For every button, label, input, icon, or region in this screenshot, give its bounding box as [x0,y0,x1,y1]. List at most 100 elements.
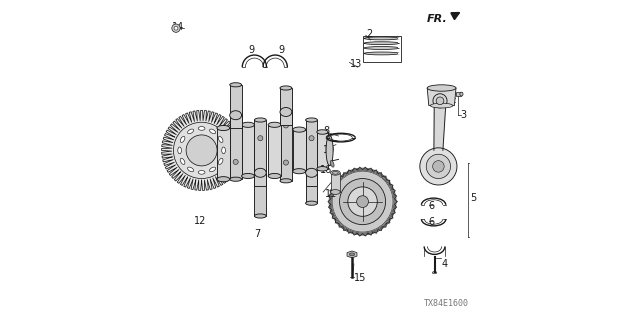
Ellipse shape [317,166,328,171]
Polygon shape [280,112,292,125]
Ellipse shape [364,47,399,50]
Ellipse shape [433,271,437,274]
Polygon shape [230,85,242,179]
Ellipse shape [306,201,317,205]
Polygon shape [347,251,357,258]
Ellipse shape [306,118,317,122]
Ellipse shape [364,42,399,45]
Text: 6: 6 [429,217,435,228]
Ellipse shape [209,129,216,134]
Polygon shape [242,125,254,176]
Ellipse shape [364,52,399,55]
Ellipse shape [292,169,306,174]
Ellipse shape [268,173,281,179]
Circle shape [420,148,457,185]
Circle shape [309,169,314,174]
Text: 3: 3 [461,110,467,120]
Ellipse shape [349,253,355,256]
Polygon shape [306,120,317,203]
Polygon shape [456,92,461,96]
Ellipse shape [331,171,340,175]
Ellipse shape [188,167,194,172]
Text: 12: 12 [193,216,206,226]
Text: TX84E1600: TX84E1600 [424,299,469,308]
Ellipse shape [292,127,306,132]
Text: 7: 7 [254,228,260,239]
Ellipse shape [330,161,334,167]
Ellipse shape [331,189,340,195]
Ellipse shape [255,214,266,218]
Ellipse shape [431,103,453,108]
Ellipse shape [217,177,230,182]
Circle shape [436,97,444,105]
Ellipse shape [230,111,242,120]
Circle shape [186,135,217,166]
Circle shape [174,26,178,30]
Polygon shape [217,128,230,179]
Polygon shape [292,130,306,171]
Ellipse shape [221,147,225,154]
Ellipse shape [180,158,185,164]
Text: 6: 6 [429,201,435,212]
Ellipse shape [218,136,223,142]
Circle shape [356,196,369,207]
Ellipse shape [242,173,255,179]
Polygon shape [328,167,397,236]
Ellipse shape [268,122,281,127]
Text: FR.: FR. [428,13,448,24]
Text: 16: 16 [320,164,332,175]
Ellipse shape [230,83,242,87]
Ellipse shape [333,172,339,174]
Ellipse shape [198,127,205,130]
Text: 13: 13 [351,59,363,69]
Text: 14: 14 [172,22,184,32]
Text: 11: 11 [325,188,337,199]
Polygon shape [268,125,281,176]
Ellipse shape [217,125,230,131]
Circle shape [173,122,230,179]
Ellipse shape [180,136,185,142]
Ellipse shape [364,37,399,40]
Ellipse shape [460,92,463,96]
Text: 15: 15 [354,273,366,284]
Ellipse shape [242,122,255,127]
Ellipse shape [306,168,317,177]
Ellipse shape [280,179,292,183]
Polygon shape [280,88,292,181]
Circle shape [258,136,263,141]
Polygon shape [306,173,317,186]
Circle shape [348,187,378,216]
Ellipse shape [280,86,292,90]
Polygon shape [434,105,445,150]
Polygon shape [230,115,242,128]
Ellipse shape [255,118,266,122]
Circle shape [172,24,180,32]
Polygon shape [254,173,266,186]
Text: 9: 9 [278,44,285,55]
Ellipse shape [326,135,333,166]
Circle shape [258,174,263,179]
Circle shape [284,160,289,165]
Polygon shape [331,173,340,192]
Ellipse shape [209,167,216,172]
Circle shape [426,154,451,179]
Polygon shape [428,88,456,106]
Circle shape [309,136,314,141]
Circle shape [233,159,238,164]
Ellipse shape [230,177,242,181]
Text: 1: 1 [429,164,435,175]
Ellipse shape [198,171,205,174]
Circle shape [433,94,447,108]
Ellipse shape [280,108,292,116]
Ellipse shape [317,130,328,134]
Circle shape [233,122,238,127]
Circle shape [284,123,289,128]
Text: 4: 4 [442,259,448,269]
Polygon shape [254,120,266,216]
Polygon shape [317,132,328,169]
Text: 2: 2 [366,28,372,39]
Text: 9: 9 [248,44,254,55]
Ellipse shape [255,168,266,177]
Circle shape [433,161,444,172]
Text: 8: 8 [323,126,330,136]
